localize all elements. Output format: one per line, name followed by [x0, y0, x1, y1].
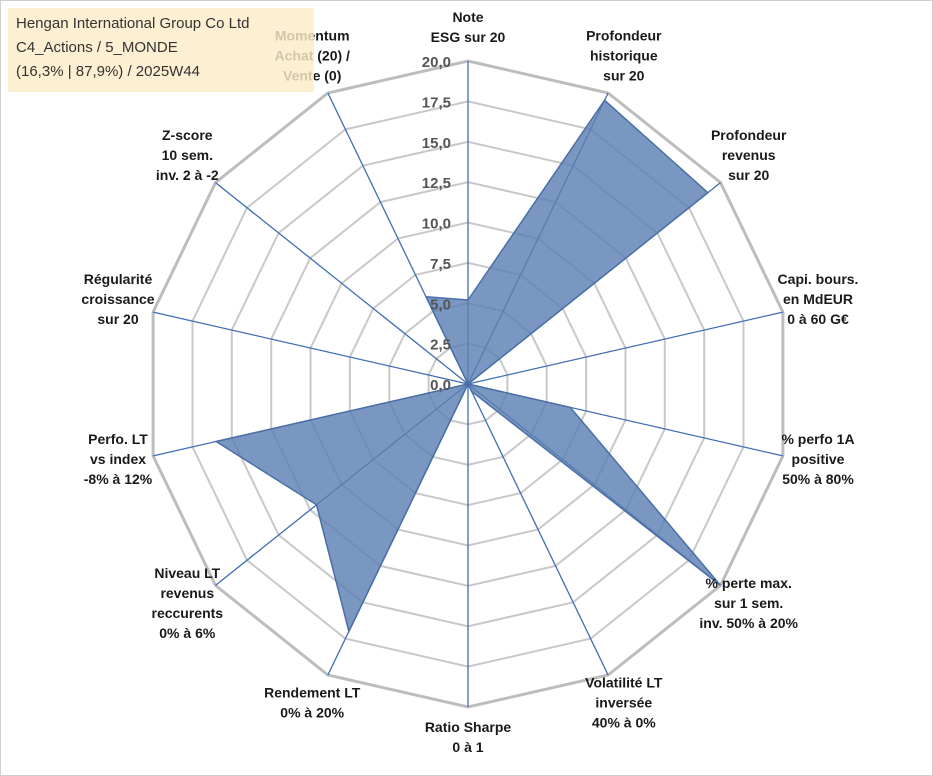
chart-title-box: Hengan International Group Co Ltd C4_Act… [8, 8, 314, 92]
tick-label: 15,0 [422, 135, 451, 152]
axis-label: Niveau LT revenus reccurents 0% à 6% [152, 565, 224, 641]
axis-label-line: 0% à 20% [280, 704, 344, 720]
axis-label-line: 40% à 0% [592, 714, 656, 730]
axis-label-line: inv. 50% à 20% [699, 615, 798, 631]
tick-label: 5,0 [430, 296, 451, 313]
axis-spoke [215, 182, 469, 385]
axis-label-line: 50% à 80% [782, 471, 854, 487]
axis-label-line: Profondeur [586, 28, 662, 44]
axis-label: Profondeur revenus sur 20 [711, 127, 787, 183]
axis-label: Rendement LT 0% à 20% [264, 684, 361, 720]
radar-tick-labels: 0,0 2,5 5,0 7,5 10,0 12,5 15,0 17,5 20,0 [422, 54, 451, 394]
axis-label-line: ESG sur 20 [431, 29, 506, 45]
axis-label: Capi. bours. en MdEUR 0 à 60 G€ [778, 271, 859, 327]
axis-label-line: Régularité [84, 271, 153, 287]
axis-label-line: inversée [595, 694, 652, 710]
axis-label: Note ESG sur 20 [431, 9, 506, 45]
axis-label-line: Niveau LT [154, 565, 220, 581]
axis-label-line: 0 à 1 [452, 739, 483, 755]
axis-label-line: sur 20 [97, 311, 138, 327]
tick-label: 12,5 [422, 175, 451, 192]
company-name: Hengan International Group Co Ltd [16, 15, 250, 32]
axis-label-line: Profondeur [711, 127, 787, 143]
score-period: (16,3% | 87,9%) / 2025W44 [16, 63, 200, 80]
axis-spoke [152, 311, 469, 385]
axis-label-line: 0% à 6% [159, 625, 216, 641]
radar-axis-labels: Note ESG sur 20 Profondeur historique sur 20… [81, 9, 858, 755]
axis-label-line: revenus [722, 147, 776, 163]
axis-label-line: croissance [81, 291, 154, 307]
radar-data-area [214, 99, 722, 634]
axis-label-line: sur 20 [603, 68, 644, 84]
axis-label: Z-score 10 sem. inv. 2 à -2 [156, 127, 219, 183]
axis-spoke [467, 383, 609, 676]
tick-label: 20,0 [422, 54, 451, 71]
axis-label-line: Volatilité LT [585, 674, 663, 690]
axis-label-line: vs index [90, 451, 146, 467]
axis-label-line: -8% à 12% [84, 471, 153, 487]
axis-label-line: sur 1 sem. [714, 595, 783, 611]
axis-label-line: Rendement LT [264, 684, 361, 700]
tick-label: 7,5 [430, 256, 451, 273]
axis-label-line: en MdEUR [783, 291, 853, 307]
axis-label-line: inv. 2 à -2 [156, 167, 219, 183]
tick-label: 2,5 [430, 337, 451, 354]
axis-label: Ratio Sharpe 0 à 1 [425, 719, 512, 755]
portfolio-category: C4_Actions / 5_MONDE [16, 39, 178, 56]
axis-label: Régularité croissance sur 20 [81, 271, 154, 327]
axis-label-line: Capi. bours. [778, 271, 859, 287]
axis-label-line: Ratio Sharpe [425, 719, 512, 735]
axis-label: Perfo. LT vs index -8% à 12% [84, 431, 153, 487]
axis-label-line: 10 sem. [162, 147, 213, 163]
tick-label: 17,5 [422, 94, 451, 111]
axis-label-line: positive [792, 451, 845, 467]
axis-label-line: Z-score [162, 127, 213, 143]
axis-label-line: 0 à 60 G€ [787, 311, 849, 327]
data-area [214, 99, 722, 634]
axis-label: % perte max. sur 1 sem. inv. 50% à 20% [699, 575, 798, 631]
axis-label-line: % perte max. [706, 575, 792, 591]
axis-label: % perfo 1A positive 50% à 80% [781, 431, 854, 487]
axis-label-line: reccurents [152, 605, 224, 621]
axis-label-line: Perfo. LT [88, 431, 148, 447]
axis-label-line: Note [452, 9, 483, 25]
tick-label: 0,0 [430, 377, 451, 394]
axis-label-line: % perfo 1A [781, 431, 854, 447]
tick-label: 10,0 [422, 216, 451, 233]
axis-label: Profondeur historique sur 20 [586, 28, 662, 84]
axis-spoke [467, 311, 784, 385]
axis-label-line: revenus [160, 585, 214, 601]
axis-label-line: sur 20 [728, 167, 769, 183]
axis-label: Volatilité LT inversée 40% à 0% [585, 674, 663, 730]
axis-label-line: historique [590, 48, 658, 64]
